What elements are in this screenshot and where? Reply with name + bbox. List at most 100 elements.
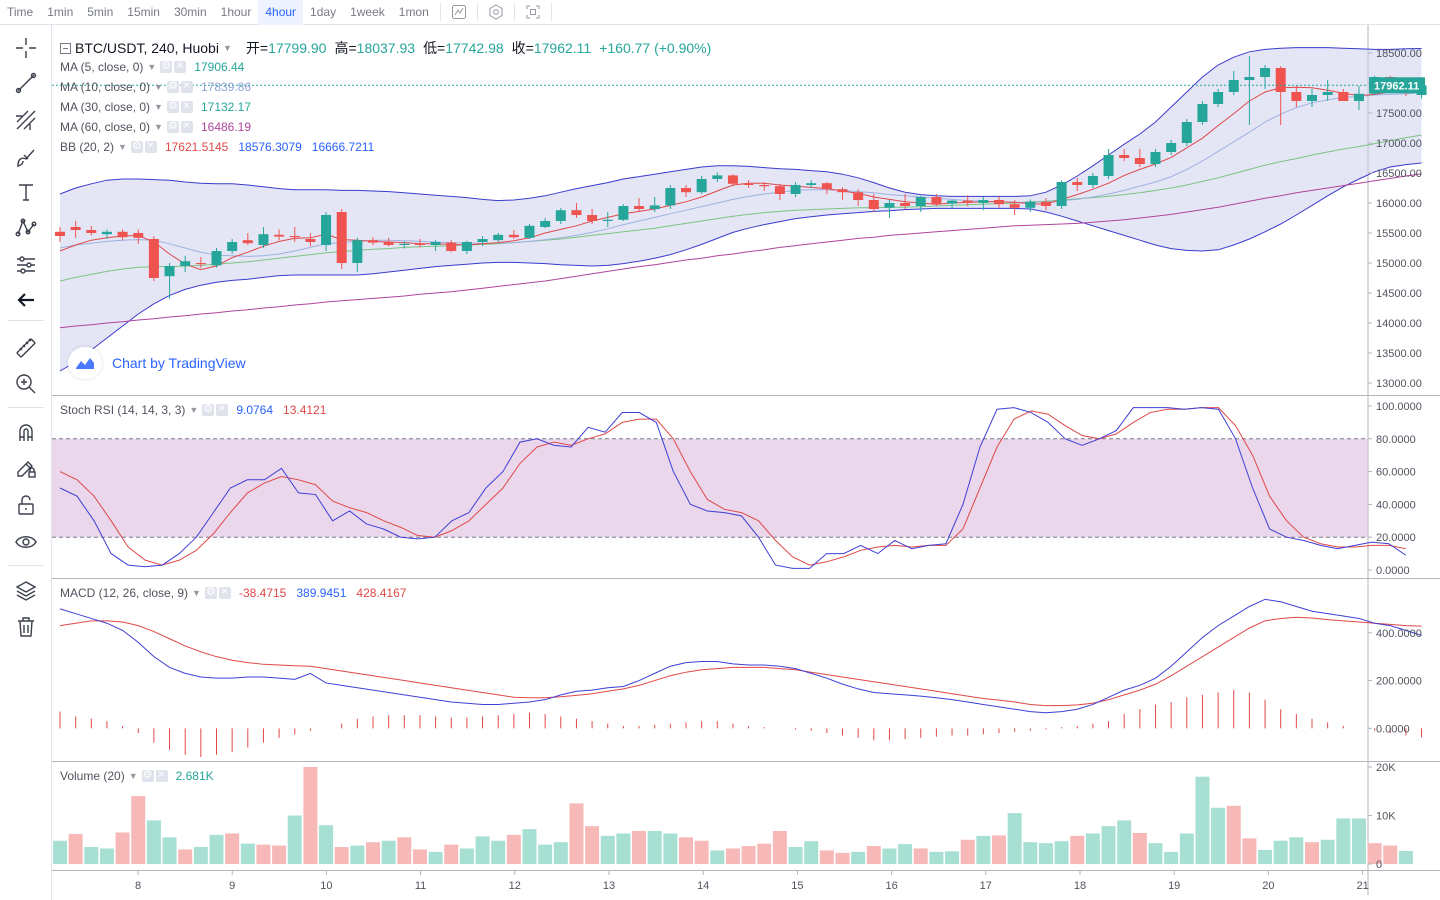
interval-1mon[interactable]: 1mon — [398, 4, 429, 19]
ma10-settings-icon[interactable] — [166, 79, 179, 93]
volume-bar — [851, 851, 866, 864]
ma60-name[interactable]: MA (60, close, 0) — [60, 120, 151, 134]
bb-settings-icon[interactable] — [130, 139, 143, 153]
layers-icon[interactable] — [8, 576, 44, 606]
interval-1hour[interactable]: 1hour — [220, 4, 252, 19]
interval-1min[interactable]: 1min — [47, 4, 74, 19]
candle — [133, 229, 144, 244]
candle — [555, 207, 566, 224]
candle — [86, 225, 97, 236]
ma30-name[interactable]: MA (30, close, 0) — [60, 100, 151, 114]
candle-body — [821, 183, 832, 190]
bb-name[interactable]: BB (20, 2) — [60, 140, 115, 154]
volume-bar — [397, 837, 412, 864]
candle — [931, 194, 942, 206]
ma10-caret-icon[interactable]: ▼ — [154, 82, 163, 92]
interval-30min[interactable]: 30min — [173, 4, 207, 19]
bb-remove-icon[interactable] — [144, 138, 157, 153]
candle — [289, 227, 300, 242]
pattern-icon[interactable] — [8, 213, 44, 243]
stoch-k-value: 9.0764 — [236, 403, 274, 417]
candle-body — [774, 186, 785, 194]
collapse-legend-icon[interactable] — [60, 43, 71, 54]
candle — [493, 233, 504, 242]
fib-icon[interactable] — [8, 105, 44, 135]
brush-icon[interactable] — [8, 142, 44, 172]
time-tick-label: 16 — [885, 880, 897, 892]
volume-settings-icon[interactable] — [141, 768, 154, 782]
ma30-remove-icon[interactable] — [180, 98, 193, 113]
candle — [1197, 101, 1208, 125]
ma60-remove-icon[interactable] — [180, 118, 193, 133]
fullscreen-icon[interactable] — [519, 0, 547, 25]
time-tick-label: 9 — [229, 880, 235, 892]
ma10-remove-icon[interactable] — [180, 78, 193, 93]
ma60-settings-icon[interactable] — [166, 119, 179, 133]
ma5-settings-icon[interactable] — [160, 59, 173, 73]
interval-1week[interactable]: 1week — [350, 4, 385, 19]
measure-icon[interactable] — [8, 250, 44, 280]
candle — [1291, 86, 1302, 107]
ma30-caret-icon[interactable]: ▼ — [154, 102, 163, 112]
back-arrow-icon[interactable] — [8, 285, 44, 315]
macd-caret-icon[interactable]: ▼ — [192, 588, 201, 598]
time-button[interactable]: Time — [7, 4, 34, 19]
volume-bar — [1242, 838, 1257, 864]
trash-icon[interactable] — [8, 612, 44, 642]
ma30-settings-icon[interactable] — [166, 99, 179, 113]
chart-area[interactable]: 18500.0018000.0017500.0017000.0016500.00… — [52, 25, 1440, 900]
eye-icon[interactable] — [8, 527, 44, 557]
candle-body — [1056, 182, 1067, 206]
stoch-name[interactable]: Stoch RSI (14, 14, 3, 3) — [60, 403, 186, 417]
zoom-icon[interactable] — [8, 369, 44, 399]
candle-body — [868, 200, 879, 209]
candle-body — [477, 239, 488, 242]
toolbar-divider — [550, 3, 552, 21]
candle — [774, 183, 785, 200]
interval-1day[interactable]: 1day — [310, 4, 337, 19]
macd-settings-icon[interactable] — [204, 585, 217, 599]
chart-style-icon[interactable] — [445, 0, 473, 25]
ma10-name[interactable]: MA (10, close, 0) — [60, 80, 151, 94]
stoch-remove-icon[interactable] — [216, 401, 229, 416]
volume-bar — [209, 834, 224, 864]
volume-caret-icon[interactable]: ▼ — [128, 771, 138, 781]
tradingview-watermark[interactable]: Chart by TradingView — [68, 347, 246, 379]
interval-4hour[interactable]: 4hour — [258, 0, 304, 25]
ma5-remove-icon[interactable] — [174, 58, 187, 73]
text-icon[interactable] — [8, 177, 44, 207]
symbol-caret-icon[interactable]: ▼ — [222, 43, 232, 53]
symbol-title[interactable]: BTC/USDT, 240, Huobi — [75, 40, 219, 56]
volume-bar — [1117, 820, 1132, 864]
lock-draw-icon[interactable] — [8, 453, 44, 483]
crosshair-icon[interactable] — [8, 33, 44, 63]
volume-bar — [99, 848, 114, 864]
interval-15min[interactable]: 15min — [127, 4, 160, 19]
volume-bar — [350, 845, 365, 864]
candle — [618, 204, 629, 221]
stoch-caret-icon[interactable]: ▼ — [189, 405, 199, 415]
volume-remove-icon[interactable] — [155, 767, 168, 782]
price-tick-label: 14000.00 — [1376, 318, 1422, 330]
volume-name[interactable]: Volume (20) — [60, 769, 125, 783]
macd-name[interactable]: MACD (12, 26, close, 9) — [60, 586, 189, 600]
ma60-caret-icon[interactable]: ▼ — [154, 122, 163, 132]
ruler-icon[interactable] — [8, 333, 44, 363]
macd-remove-icon[interactable] — [218, 584, 231, 599]
stoch-settings-icon[interactable] — [202, 402, 215, 416]
interval-5min[interactable]: 5min — [87, 4, 114, 19]
bb-caret-icon[interactable]: ▼ — [118, 142, 127, 152]
volume-bar — [459, 848, 474, 864]
candle — [383, 237, 394, 247]
magnet-icon[interactable] — [8, 418, 44, 448]
volume-bar — [647, 831, 662, 864]
indicators-icon[interactable] — [482, 0, 510, 25]
ma5-name[interactable]: MA (5, close, 0) — [60, 60, 144, 74]
trend-line-icon[interactable] — [8, 68, 44, 98]
volume-bar — [366, 842, 380, 864]
ma5-caret-icon[interactable]: ▼ — [147, 62, 157, 72]
stoch-tick-label: 0.0000 — [1376, 565, 1410, 577]
lock-icon[interactable] — [8, 490, 44, 520]
candle — [1103, 149, 1114, 179]
volume-bar — [131, 796, 146, 864]
